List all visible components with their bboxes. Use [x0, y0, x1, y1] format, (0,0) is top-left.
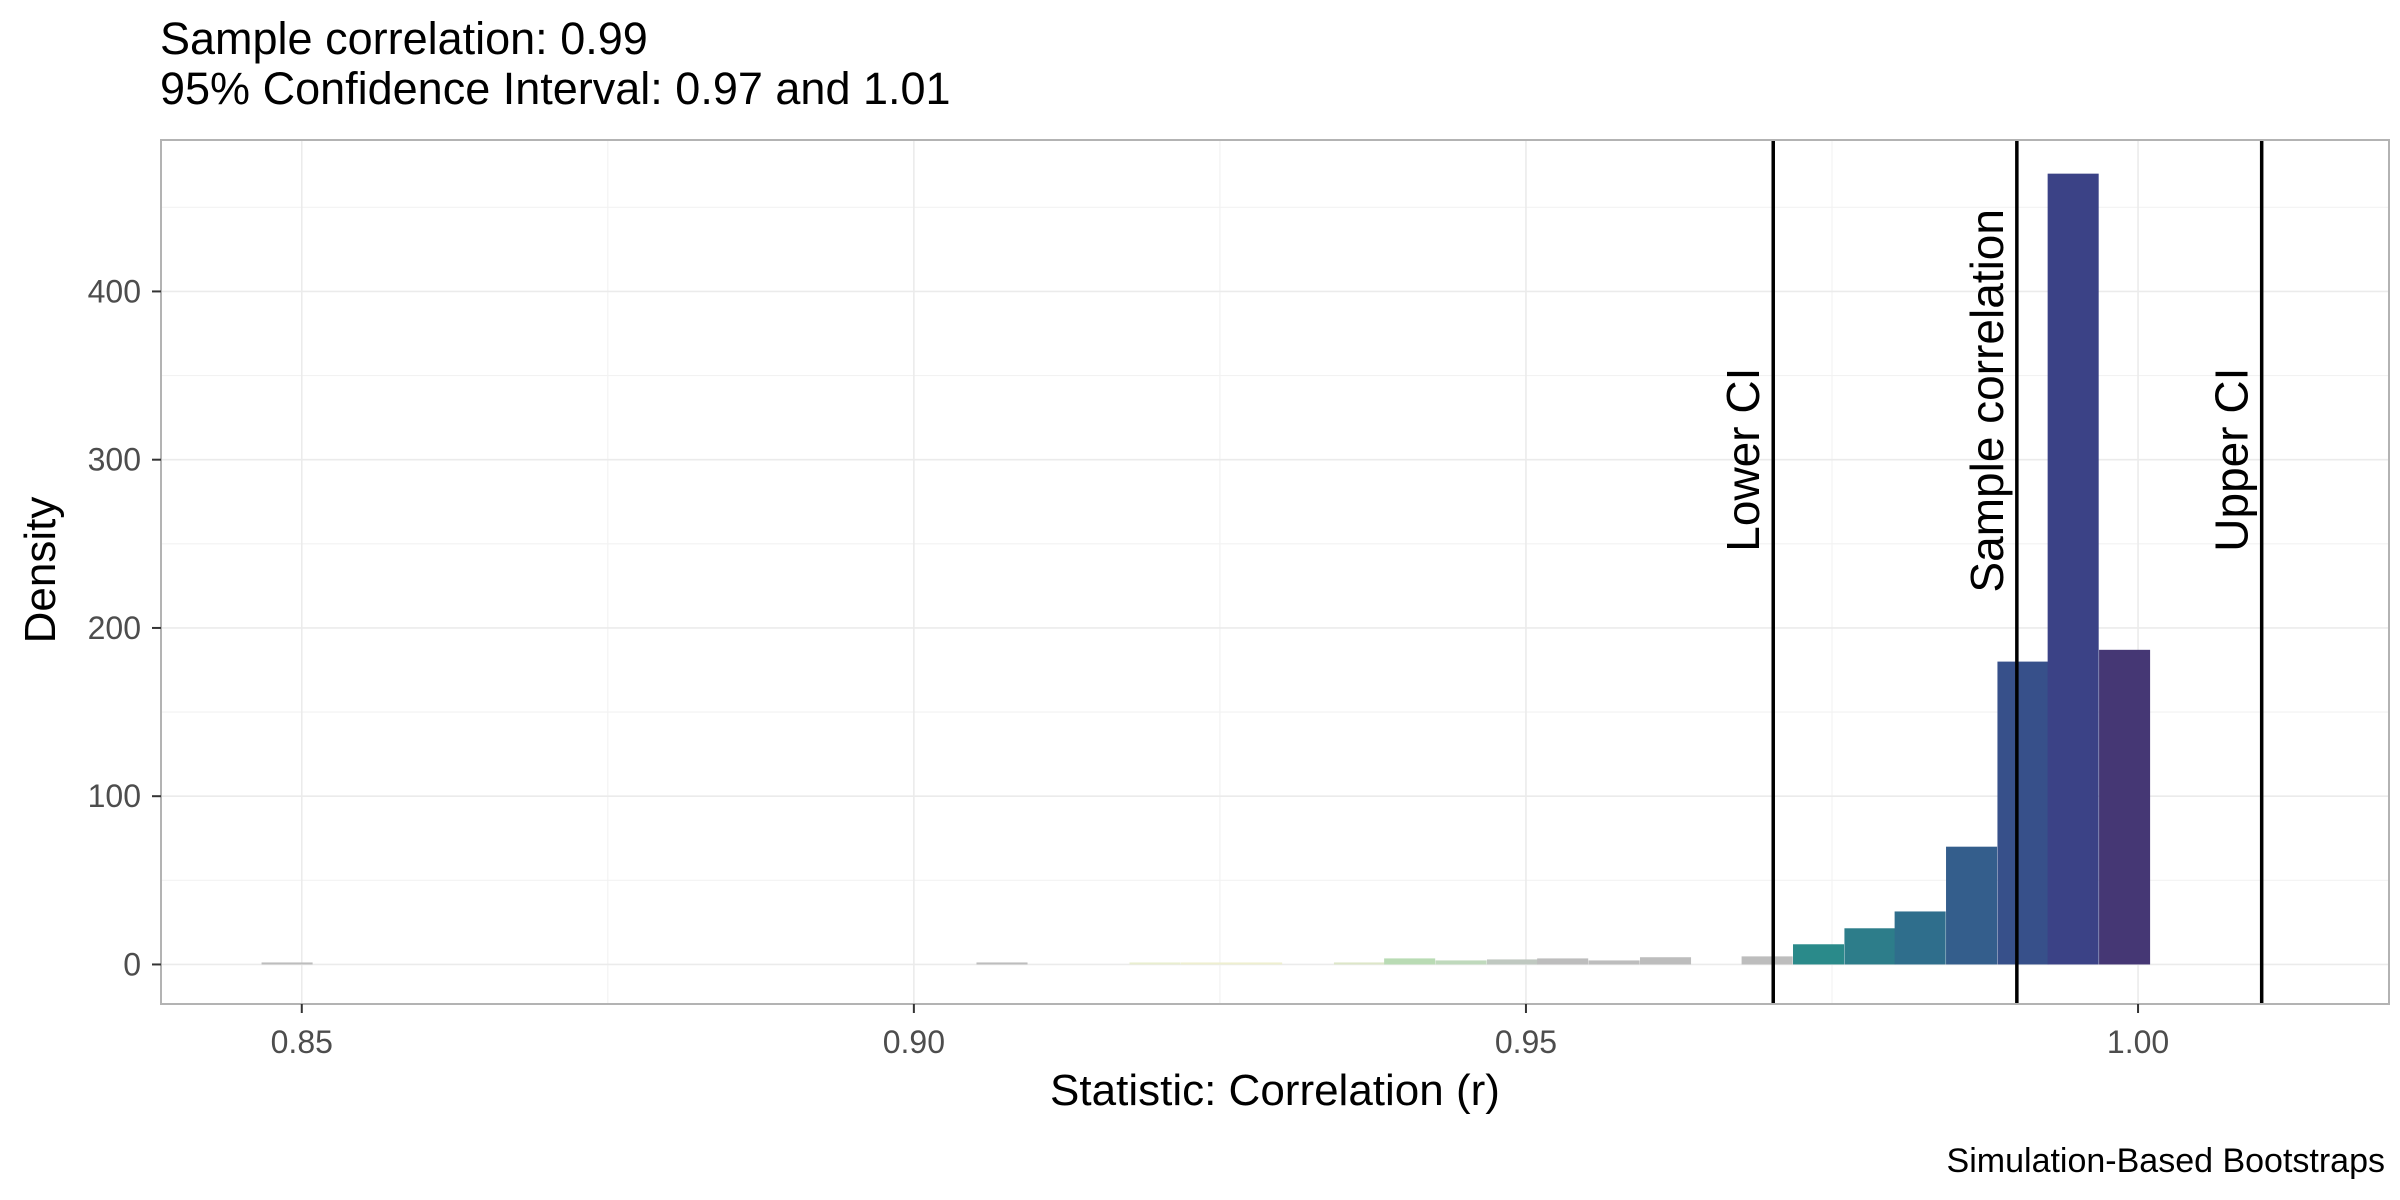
reference-line-label: Upper CI [2206, 368, 2258, 552]
histogram-bars [261, 173, 2151, 965]
histogram-bar [1486, 959, 1539, 965]
x-tick-label: 0.95 [1495, 1024, 1557, 1060]
histogram-bar [1741, 956, 1793, 965]
chart-subtitle: 95% Confidence Interval: 0.97 and 1.01 [160, 63, 951, 114]
x-tick-label: 1.00 [2107, 1024, 2169, 1060]
x-tick-label: 0.85 [271, 1024, 333, 1060]
reference-line-label: Lower CI [1717, 368, 1769, 552]
histogram-bar [1537, 958, 1589, 965]
x-axis-ticks: 0.85 0.90 0.95 1.00 [271, 1004, 2169, 1060]
reference-lines: Lower CI Sample correlation Upper CI [1717, 140, 2264, 1004]
y-tick-label: 400 [88, 273, 141, 309]
histogram-bar [1946, 846, 1998, 965]
histogram-bar [1894, 911, 1946, 965]
chart-caption: Simulation-Based Bootstraps [1947, 1142, 2385, 1180]
panel-border [160, 139, 2390, 1005]
histogram-bar [1639, 957, 1692, 965]
histogram-bar [2047, 173, 2099, 965]
reference-line-label: Sample correlation [1961, 209, 2013, 593]
histogram-bar [1180, 962, 1232, 965]
y-axis-ticks: 0 100 200 300 400 [88, 273, 161, 982]
histogram-bar [1231, 962, 1283, 965]
histogram-bar [976, 962, 1028, 965]
histogram-bar [1129, 962, 1181, 965]
histogram-bar [1793, 944, 1845, 965]
y-tick-label: 300 [88, 442, 141, 478]
x-axis-title: Statistic: Correlation (r) [1050, 1066, 1500, 1115]
histogram-bar [1844, 928, 1896, 965]
chart-title: Sample correlation: 0.99 [160, 13, 648, 64]
y-tick-label: 200 [88, 610, 141, 646]
x-tick-label: 0.90 [883, 1024, 945, 1060]
y-tick-label: 100 [88, 778, 141, 814]
histogram-bar [2099, 649, 2151, 965]
histogram-bar [1333, 962, 1385, 965]
histogram-bar [261, 962, 313, 965]
histogram-bar [1588, 960, 1640, 965]
y-tick-label: 0 [123, 946, 141, 982]
histogram-bar [1997, 661, 2049, 965]
histogram-bar [1435, 960, 1487, 965]
y-axis-title: Density [16, 497, 65, 644]
histogram-bar [1384, 958, 1436, 965]
